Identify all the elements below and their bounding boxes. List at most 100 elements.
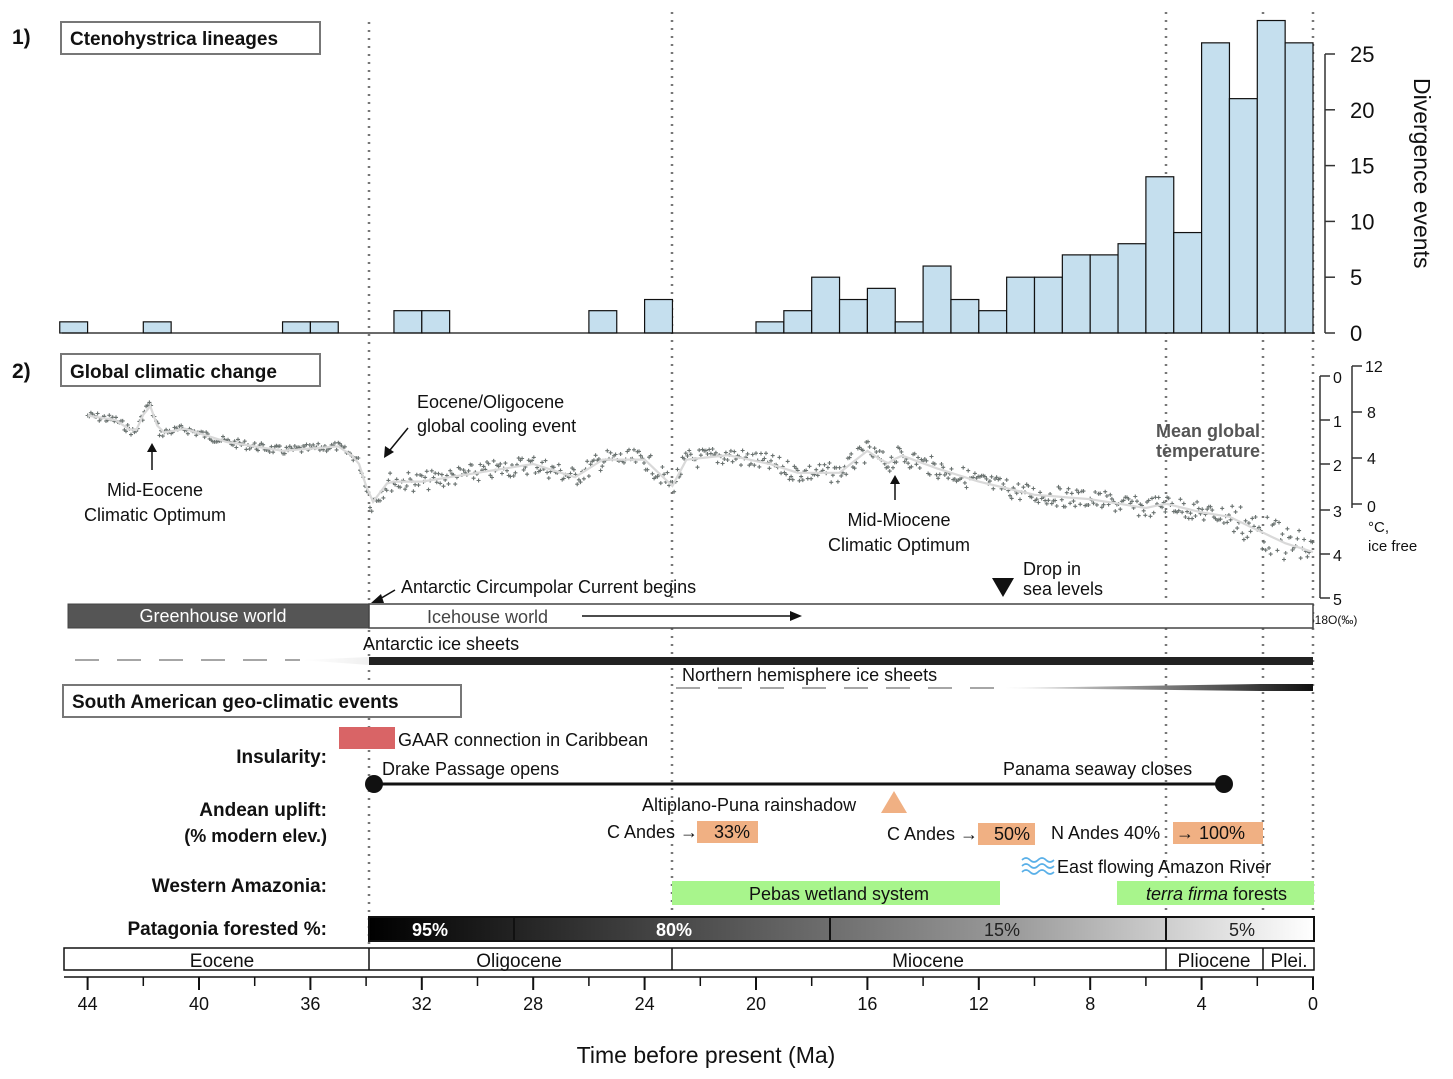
greenhouse-bar bbox=[67, 603, 370, 629]
d18o-tick-label: 5 bbox=[1333, 592, 1342, 609]
n-andes-value: → 100% bbox=[1176, 823, 1245, 843]
histogram-y-tick-label: 25 bbox=[1350, 42, 1374, 67]
terra-firma-rest: forests bbox=[1228, 884, 1287, 904]
mean-temp-label-2: temperature bbox=[1156, 441, 1260, 461]
histogram-bar bbox=[1173, 231, 1203, 334]
histogram-y-tick-label: 10 bbox=[1350, 209, 1374, 234]
n-andes-label: N Andes 40% bbox=[1051, 823, 1160, 843]
time-axis-tick-label: 16 bbox=[857, 994, 877, 1014]
time-axis-label: Time before present (Ma) bbox=[577, 1042, 836, 1068]
histogram-bar bbox=[281, 321, 311, 334]
epoch-pleistocene: Plei. bbox=[1271, 951, 1308, 972]
histogram-bar bbox=[1256, 19, 1286, 334]
climate-curve bbox=[85, 400, 1315, 562]
sea-level-triangle bbox=[992, 578, 1014, 597]
antarctic-ice-bar bbox=[369, 657, 1313, 665]
c-andes-2-value: 50% bbox=[994, 824, 1030, 844]
n-andes-box bbox=[1173, 822, 1263, 844]
eo-label-1: Eocene/Oligocene bbox=[417, 392, 564, 412]
temperature-tick-label: 8 bbox=[1367, 405, 1376, 422]
terra-firma-label: terra firma forests bbox=[1146, 884, 1287, 904]
histogram-bar bbox=[783, 310, 813, 334]
epoch-miocene: Miocene bbox=[892, 951, 964, 972]
time-axis-tick-label: 32 bbox=[412, 994, 432, 1014]
histogram-bar bbox=[1006, 276, 1036, 334]
mmco-arrowhead bbox=[890, 475, 900, 484]
histogram-y-label: Divergence events bbox=[1409, 78, 1435, 269]
time-axis-tick-label: 8 bbox=[1085, 994, 1095, 1014]
histogram-bar bbox=[838, 298, 868, 334]
meco-label-2: Climatic Optimum bbox=[84, 505, 226, 525]
time-axis: 44 40 36 32 28 24 20 16 12 8 4 0 bbox=[64, 976, 1318, 1014]
time-axis-tick-label: 20 bbox=[746, 994, 766, 1014]
histogram-bar bbox=[588, 310, 618, 334]
northern-ice-wedge bbox=[1005, 684, 1313, 691]
forest-value: 80% bbox=[656, 920, 692, 940]
panama-label: Panama seaway closes bbox=[1003, 759, 1192, 779]
histogram-bar bbox=[1228, 98, 1258, 334]
histogram-bar bbox=[922, 265, 952, 334]
panel1-number: 1) bbox=[12, 26, 31, 49]
meco-arrowhead bbox=[147, 443, 157, 452]
histogram-bar bbox=[1117, 243, 1147, 334]
histogram-bar bbox=[1033, 276, 1063, 334]
histogram-bar bbox=[421, 310, 451, 334]
andean-label-2: (% modern elev.) bbox=[184, 826, 327, 846]
histogram-bar bbox=[643, 298, 674, 334]
icehouse-bar bbox=[368, 603, 1314, 629]
c-andes-1-label: C Andes → bbox=[607, 822, 698, 842]
histogram-y-tick-label: 20 bbox=[1350, 98, 1374, 123]
histogram-bar bbox=[1089, 254, 1119, 334]
forest-bar bbox=[368, 916, 1315, 942]
sea-level-label-2: sea levels bbox=[1023, 579, 1103, 599]
sea-level-label-1: Drop in bbox=[1023, 559, 1081, 579]
panel1-title-box bbox=[60, 21, 321, 55]
andean-label-1: Andean uplift: bbox=[199, 800, 327, 821]
terra-firma-italic: terra firma bbox=[1146, 884, 1228, 904]
histogram-bar bbox=[755, 321, 785, 334]
epoch-bar bbox=[63, 947, 1315, 971]
histogram-bar bbox=[393, 310, 423, 334]
c-andes-2-box bbox=[978, 823, 1035, 845]
amazonia-label: Western Amazonia: bbox=[152, 876, 327, 897]
altiplano-label: Altiplano-Puna rainshadow bbox=[642, 795, 857, 815]
histogram-bar bbox=[894, 321, 924, 334]
pebas-label: Pebas wetland system bbox=[749, 884, 929, 904]
river-waves-icon bbox=[1021, 857, 1055, 875]
time-axis-tick-label: 40 bbox=[189, 994, 209, 1014]
drake-dot bbox=[365, 775, 383, 793]
forest-value: 95% bbox=[412, 920, 448, 940]
antarctic-ice-label: Antarctic ice sheets bbox=[363, 634, 519, 654]
d18o-axis-label: δ18O(‰) bbox=[1308, 613, 1357, 627]
d18o-tick-label: 1 bbox=[1333, 414, 1342, 431]
forest-value: 5% bbox=[1229, 920, 1255, 940]
histogram-bar bbox=[142, 321, 172, 334]
northern-ice-label: Northern hemisphere ice sheets bbox=[682, 665, 937, 685]
d18o-trend-line bbox=[87, 404, 1314, 554]
histogram-bar bbox=[950, 298, 980, 334]
meco-label-1: Mid-Eocene bbox=[107, 480, 203, 500]
temperature-tick-label: 4 bbox=[1367, 451, 1376, 468]
time-axis-tick-label: 12 bbox=[969, 994, 989, 1014]
acc-arrowhead bbox=[371, 594, 384, 603]
c-andes-1-value: 33% bbox=[714, 822, 750, 842]
altiplano-triangle bbox=[881, 791, 907, 813]
terra-firma-bar bbox=[1117, 881, 1314, 905]
panel2-title: Global climatic change bbox=[70, 362, 277, 383]
histogram-y-axis: 0 5 10 15 20 25 bbox=[1324, 42, 1374, 346]
histogram-bar bbox=[1061, 254, 1091, 334]
icehouse-arrowhead bbox=[790, 611, 802, 621]
time-axis-tick-label: 0 bbox=[1308, 994, 1318, 1014]
histogram-y-tick-label: 5 bbox=[1350, 265, 1362, 290]
panel3-title-box bbox=[62, 684, 462, 718]
insularity-label: Insularity: bbox=[236, 747, 327, 768]
time-axis-tick-label: 28 bbox=[523, 994, 543, 1014]
acc-label: Antarctic Circumpolar Current begins bbox=[401, 577, 696, 597]
pebas-bar bbox=[672, 881, 1000, 905]
histogram-y-tick-label: 0 bbox=[1350, 321, 1362, 346]
histogram-y-tick-label: 15 bbox=[1350, 154, 1374, 179]
histogram-bar bbox=[1145, 176, 1175, 334]
d18o-tick-label: 4 bbox=[1333, 548, 1342, 565]
histogram-bar bbox=[978, 310, 1008, 334]
gaar-label: GAAR connection in Caribbean bbox=[398, 730, 648, 750]
